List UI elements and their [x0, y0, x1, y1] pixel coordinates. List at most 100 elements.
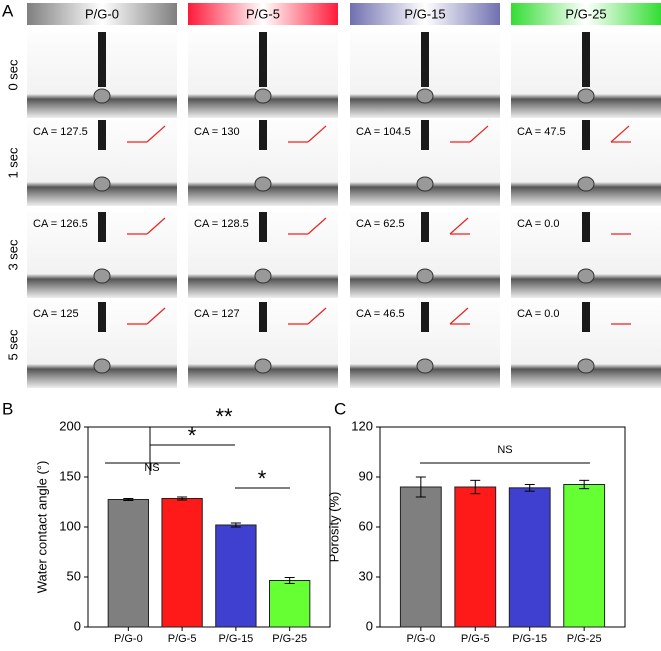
contact-angle-label: CA = 104.5	[356, 126, 411, 138]
droplet	[416, 268, 434, 284]
angle-arm	[307, 125, 327, 143]
angle-arm	[307, 307, 327, 325]
x-tick-label: P/G-0	[406, 633, 435, 645]
needle	[582, 212, 590, 242]
droplet	[93, 88, 111, 104]
contact-angle-label: CA = 128.5	[194, 218, 249, 230]
angle-arm	[307, 217, 327, 235]
droplet	[577, 268, 595, 284]
y-tick-label: 100	[59, 518, 81, 533]
column-header: P/G-0	[85, 6, 119, 21]
needle	[98, 32, 106, 87]
y-axis-label: Water contact angle (°)	[34, 461, 49, 594]
bar	[454, 486, 497, 628]
droplet	[254, 268, 272, 284]
droplet	[416, 358, 434, 374]
droplet	[93, 176, 111, 192]
column-header: P/G-25	[565, 6, 606, 21]
needle	[98, 212, 106, 242]
header-bar	[27, 3, 177, 25]
y-tick-label: 0	[74, 618, 81, 633]
needle	[421, 302, 429, 332]
x-tick-label: P/G-25	[272, 633, 307, 645]
droplet	[577, 88, 595, 104]
x-tick-label: P/G-15	[218, 633, 253, 645]
needle	[582, 302, 590, 332]
angle-arm	[449, 307, 469, 325]
error-bar	[579, 479, 590, 490]
needle	[259, 302, 267, 332]
contact-angle-label: CA = 62.5	[356, 218, 405, 230]
time-label: 3 sec	[5, 239, 20, 271]
needle	[98, 120, 106, 150]
droplet	[254, 358, 272, 374]
significance-label: **	[215, 404, 233, 429]
bar	[399, 486, 442, 628]
bar	[508, 487, 551, 628]
needle	[259, 120, 267, 150]
y-tick-label: 120	[351, 418, 373, 433]
angle-arm	[449, 217, 469, 235]
needle	[421, 120, 429, 150]
y-tick-label: 90	[359, 468, 373, 483]
x-tick-label: P/G-0	[114, 633, 143, 645]
droplet	[577, 358, 595, 374]
error-bar	[230, 522, 241, 528]
droplet	[416, 88, 434, 104]
y-tick-label: 30	[359, 568, 373, 583]
time-label: 0 sec	[5, 59, 20, 91]
bar	[563, 484, 606, 628]
panel-label: C	[334, 399, 346, 418]
significance-label: NS	[497, 444, 512, 456]
droplet	[416, 176, 434, 192]
error-bar	[177, 496, 188, 501]
column-header: P/G-15	[404, 6, 445, 21]
angle-arm	[469, 125, 489, 143]
contact-angle-label: CA = 47.5	[517, 126, 566, 138]
contact-angle-label: CA = 125	[33, 308, 79, 320]
needle	[259, 32, 267, 87]
error-bar	[415, 476, 426, 498]
bar	[215, 524, 257, 628]
significance-label: *	[258, 466, 267, 491]
contact-angle-label: CA = 46.5	[356, 308, 405, 320]
needle	[421, 212, 429, 242]
bar	[161, 498, 203, 628]
angle-arm	[610, 125, 630, 143]
column-header: P/G-5	[246, 6, 280, 21]
y-tick-label: 200	[59, 418, 81, 433]
y-axis-label: Porosity (%)	[326, 492, 341, 563]
x-tick-label: P/G-15	[512, 633, 547, 645]
bar	[269, 580, 311, 628]
bar	[107, 499, 149, 628]
header-bar	[511, 3, 661, 25]
angle-arm	[146, 307, 166, 325]
droplet	[577, 176, 595, 192]
needle	[582, 32, 590, 87]
panel-label: A	[2, 1, 14, 20]
contact-angle-label: CA = 0.0	[517, 308, 560, 320]
x-tick-label: P/G-25	[567, 633, 602, 645]
time-label: 5 sec	[5, 329, 20, 361]
contact-angle-label: CA = 127.5	[33, 126, 88, 138]
significance-label: NS	[144, 462, 159, 474]
significance-label: *	[188, 423, 197, 448]
contact-angle-label: CA = 0.0	[517, 218, 560, 230]
y-tick-label: 0	[366, 618, 373, 633]
header-bar	[350, 3, 500, 25]
angle-arm	[146, 217, 166, 235]
needle	[421, 32, 429, 87]
droplet	[93, 358, 111, 374]
y-tick-label: 50	[67, 568, 81, 583]
droplet	[93, 268, 111, 284]
header-bar	[188, 3, 338, 25]
error-bar	[284, 577, 295, 584]
error-bar	[524, 484, 535, 492]
x-tick-label: P/G-5	[461, 633, 490, 645]
needle	[259, 212, 267, 242]
error-bar	[123, 498, 134, 501]
error-bar	[470, 479, 481, 495]
y-tick-label: 150	[59, 468, 81, 483]
contact-angle-label: CA = 127	[194, 308, 240, 320]
